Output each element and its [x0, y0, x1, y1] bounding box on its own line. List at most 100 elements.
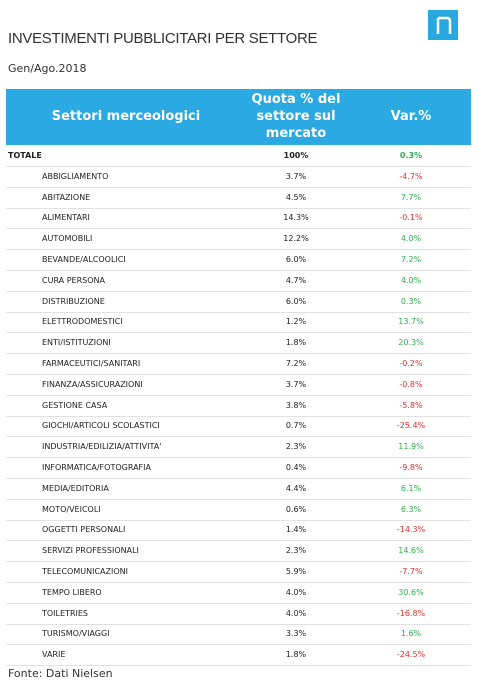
sector-cell: ENTI/ISTITUZIONI	[42, 338, 111, 348]
share-cell: 1.4%	[285, 525, 307, 535]
share-cell: 1.8%	[285, 338, 307, 348]
share-cell: 2.3%	[285, 442, 307, 452]
share-cell: 0.6%	[285, 504, 307, 514]
table-row: ENTI/ISTITUZIONI 1.8% 20.3%	[6, 332, 471, 355]
share-cell: 4.0%	[285, 608, 307, 618]
source: Fonte: Dati Nielsen	[8, 667, 113, 680]
sector-cell: TEMPO LIBERO	[42, 587, 102, 597]
table-row: GESTIONE CASA 3.8% -5.8%	[6, 395, 471, 417]
share-cell: 0.4%	[285, 463, 307, 472]
sector-cell: MEDIA/EDITORIA	[42, 483, 109, 493]
change-cell: -5.8%	[399, 400, 423, 410]
share-cell: 4.7%	[285, 275, 307, 285]
share-cell: 12.2%	[283, 234, 309, 244]
logo	[428, 10, 458, 40]
table-row: TOILETRIES 4.0% -16.8%	[6, 603, 471, 625]
table-row: TELECOMUNICAZIONI 5.9% -7.7%	[6, 561, 471, 583]
change-cell: -16.8%	[396, 608, 426, 618]
change-cell: -14.3%	[396, 525, 426, 535]
sector-cell: ELETTRODOMESTICI	[42, 317, 123, 327]
title: INVESTIMENTI PUBBLICITARI PER SETTORE	[8, 30, 318, 47]
column-header: Quota % del settore sul mercato	[251, 92, 341, 141]
share-cell: 0.7%	[285, 421, 307, 431]
share-cell: 5.9%	[285, 567, 307, 576]
table-row: SERVIZI PROFESSIONALI 2.3% 14.6%	[6, 540, 471, 563]
table-row: VARIE 1.8% -24.5%	[6, 644, 471, 667]
share-cell: 1.8%	[285, 650, 307, 660]
column-header: Settori merceologici	[51, 109, 201, 124]
change-cell: 0.3%	[399, 151, 423, 160]
table-row: TOTALE 100% 0.3%	[6, 145, 471, 167]
change-cell: 1.6%	[400, 629, 422, 639]
table-row: TURISMO/VIAGGI 3.3% 1.6%	[6, 623, 471, 646]
change-cell: 14.6%	[398, 546, 424, 556]
change-cell: 6.3%	[400, 504, 422, 514]
sector-cell: TELECOMUNICAZIONI	[42, 567, 128, 576]
table-row: TEMPO LIBERO 4.0% 30.6%	[6, 582, 471, 604]
table-row: CURA PERSONA 4.7% 4.0%	[6, 270, 471, 292]
table-row: ABITAZIONE 4.5% 7.7%	[6, 187, 471, 209]
table-row: BEVANDE/ALCOOLICI 6.0% 7.2%	[6, 249, 471, 271]
change-cell: 7.2%	[400, 255, 422, 264]
change-cell: 0.3%	[400, 296, 422, 306]
change-cell: -9.8%	[399, 463, 423, 472]
table-row: ELETTRODOMESTICI 1.2% 13.7%	[6, 311, 471, 334]
table-row: GIOCHI/ARTICOLI SCOLASTICI 0.7% -25.4%	[6, 415, 471, 438]
change-cell: -25.4%	[396, 421, 426, 431]
table-row: FINANZA/ASSICURAZIONI 3.7% -0.8%	[6, 374, 471, 396]
sector-cell: FINANZA/ASSICURAZIONI	[42, 379, 143, 389]
share-cell: 7.2%	[285, 359, 307, 368]
sector-cell: ABBIGLIAMENTO	[42, 171, 109, 181]
sector-cell: ABITAZIONE	[42, 192, 91, 202]
table-row: ALIMENTARI 14.3% -0.1%	[6, 207, 471, 230]
change-cell: -24.5%	[396, 650, 426, 660]
column-header: Var.%	[390, 109, 432, 124]
sector-cell: BEVANDE/ALCOOLICI	[42, 255, 126, 264]
table-row: FARMACEUTICI/SANITARI 7.2% -0.2%	[6, 353, 471, 375]
change-cell: 13.7%	[398, 317, 424, 327]
share-cell: 3.7%	[285, 171, 307, 181]
sector-cell: FARMACEUTICI/SANITARI	[42, 359, 141, 368]
share-cell: 4.4%	[285, 483, 307, 493]
subtitle: Gen/Ago.2018	[8, 62, 87, 75]
sector-cell: SERVIZI PROFESSIONALI	[42, 546, 139, 556]
share-cell: 6.0%	[285, 255, 307, 264]
share-cell: 3.8%	[285, 400, 307, 410]
change-cell: -7.7%	[399, 567, 423, 576]
change-cell: 4.0%	[400, 234, 422, 244]
table-row: DISTRIBUZIONE 6.0% 0.3%	[6, 291, 471, 313]
change-cell: -4.7%	[399, 171, 423, 181]
table-row: OGGETTI PERSONALI 1.4% -14.3%	[6, 519, 471, 542]
change-cell: 7.7%	[400, 192, 422, 202]
table-row: INFORMATICA/FOTOGRAFIA 0.4% -9.8%	[6, 457, 471, 479]
table-row: MEDIA/EDITORIA 4.4% 6.1%	[6, 478, 471, 500]
sector-cell: INDUSTRIA/EDILIZIA/ATTIVITA'	[42, 442, 162, 452]
sector-cell: AUTOMOBILI	[42, 234, 93, 244]
change-cell: 20.3%	[398, 338, 424, 348]
change-cell: 4.0%	[400, 275, 422, 285]
sector-cell: ALIMENTARI	[42, 213, 90, 223]
share-cell: 100%	[283, 151, 309, 160]
sector-cell: CURA PERSONA	[42, 275, 105, 285]
table-header: Settori merceologici Quota % del settore…	[6, 89, 471, 145]
sector-cell: VARIE	[42, 650, 66, 660]
sector-cell: DISTRIBUZIONE	[42, 296, 105, 306]
change-cell: 6.1%	[400, 483, 422, 493]
share-cell: 14.3%	[283, 213, 309, 223]
change-cell: 30.6%	[398, 587, 424, 597]
table-row: ABBIGLIAMENTO 3.7% -4.7%	[6, 166, 471, 188]
share-cell: 3.7%	[285, 379, 307, 389]
sector-cell: GIOCHI/ARTICOLI SCOLASTICI	[42, 421, 160, 431]
change-cell: -0.1%	[399, 213, 423, 223]
sector-cell: OGGETTI PERSONALI	[42, 525, 126, 535]
share-cell: 4.0%	[285, 587, 307, 597]
share-cell: 1.2%	[285, 317, 307, 327]
change-cell: 11.9%	[398, 442, 424, 452]
share-cell: 3.3%	[285, 629, 307, 639]
sector-cell: GESTIONE CASA	[42, 400, 108, 410]
table-row: MOTO/VEICOLI 0.6% 6.3%	[6, 499, 471, 521]
sector-cell: TURISMO/VIAGGI	[42, 629, 110, 639]
change-cell: -0.8%	[399, 379, 423, 389]
share-cell: 6.0%	[285, 296, 307, 306]
